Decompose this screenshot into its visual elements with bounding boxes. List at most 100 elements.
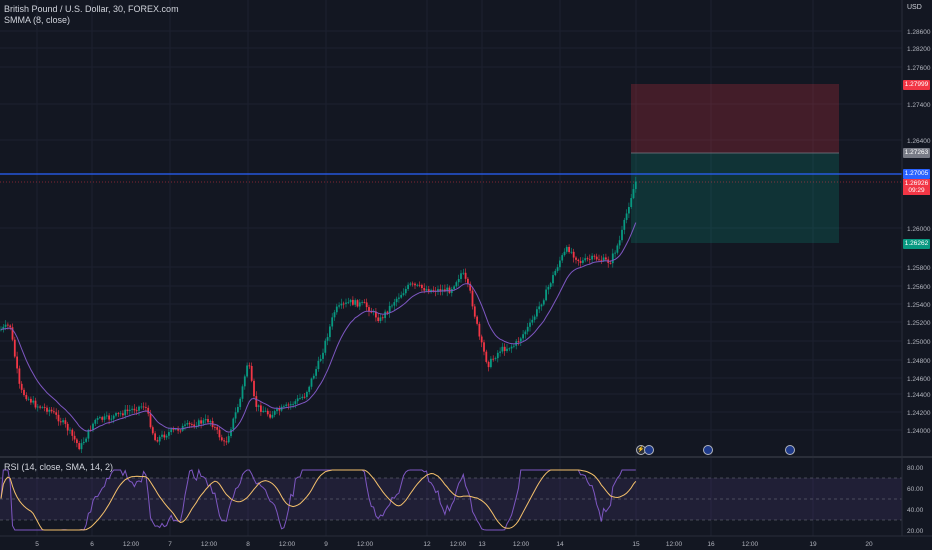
candle — [591, 253, 593, 263]
candle — [418, 281, 421, 288]
candle — [421, 283, 423, 292]
rsi-tick: 80.00 — [907, 465, 924, 472]
candle — [264, 407, 267, 413]
candle — [186, 419, 189, 427]
candle — [338, 302, 340, 309]
candle — [308, 385, 311, 395]
candle — [529, 318, 531, 332]
smma-legend[interactable]: SMMA (8, close) — [4, 15, 71, 25]
candle — [312, 373, 315, 380]
candle — [66, 421, 69, 436]
candle — [340, 298, 343, 309]
candle — [572, 248, 575, 263]
candle — [582, 257, 584, 265]
price-tick: 1.25400 — [907, 302, 931, 309]
candle — [462, 268, 465, 275]
candle — [517, 337, 520, 346]
candle — [30, 396, 32, 405]
candle — [138, 405, 140, 416]
candle — [363, 299, 366, 304]
price-tick: 1.28600 — [907, 29, 931, 36]
candle — [519, 336, 522, 347]
candle — [533, 314, 536, 323]
price-axis[interactable]: 1.28600 1.28200 1.27600 1.27400 1.26400 1.260… — [907, 29, 931, 435]
target-zone[interactable] — [631, 153, 839, 243]
candle — [483, 339, 485, 356]
candle — [163, 431, 166, 441]
candle — [575, 256, 577, 264]
price-tick: 1.25600 — [907, 284, 931, 291]
candle — [126, 405, 129, 415]
currency-label[interactable]: USD — [907, 4, 922, 11]
rsi-tick: 40.00 — [907, 507, 924, 514]
candle — [145, 402, 147, 412]
price-tick: 1.24800 — [907, 358, 931, 365]
candle — [630, 193, 633, 209]
candle — [200, 416, 202, 429]
candle — [82, 437, 85, 446]
candle — [94, 418, 97, 427]
rsi-axis[interactable]: 80.00 60.00 40.00 20.00 — [907, 465, 924, 535]
candle — [469, 281, 472, 294]
candle — [393, 298, 396, 310]
candle — [262, 406, 265, 413]
candle — [177, 426, 179, 434]
candle — [565, 245, 568, 254]
candle — [508, 347, 511, 352]
time-tick: 16 — [707, 541, 715, 548]
candle — [464, 268, 467, 283]
candle — [55, 408, 58, 420]
candle — [13, 336, 16, 359]
flag-us-icon[interactable] — [785, 445, 795, 455]
candle — [204, 414, 207, 424]
candle — [388, 301, 391, 318]
time-tick: 8 — [246, 541, 250, 548]
smma-line — [0, 222, 637, 433]
candle — [361, 300, 363, 306]
candle — [347, 297, 350, 304]
candle — [437, 285, 439, 296]
candle — [0, 326, 2, 332]
candle — [416, 283, 419, 287]
candle — [220, 434, 223, 442]
flag-uk-icon[interactable] — [703, 445, 713, 455]
symbol-title[interactable]: British Pound / U.S. Dollar, 30, FOREX.c… — [4, 4, 179, 14]
time-tick: 9 — [324, 541, 328, 548]
candle — [588, 254, 591, 265]
candle — [478, 321, 481, 340]
candle — [306, 390, 308, 400]
candle — [115, 411, 117, 418]
candle — [324, 338, 327, 356]
candle — [46, 405, 48, 415]
candle — [494, 356, 497, 361]
candle — [545, 285, 547, 302]
stop-zone[interactable] — [631, 84, 839, 153]
time-axis[interactable]: 5 6 12:00 7 12:00 8 12:00 9 12:00 12 12:00 13 12:00 1… — [35, 541, 873, 548]
candle — [471, 287, 474, 310]
time-tick: 12:00 — [742, 541, 759, 548]
candle — [161, 430, 163, 440]
candle — [531, 315, 534, 326]
candle — [605, 253, 607, 261]
candle — [618, 235, 621, 249]
candle — [552, 271, 554, 287]
price-tick: 1.24600 — [907, 376, 931, 383]
candle — [446, 284, 449, 297]
candle — [485, 349, 488, 364]
candle — [230, 426, 232, 439]
candle — [193, 419, 196, 429]
rsi-legend[interactable]: RSI (14, close, SMA, 14, 2) — [4, 462, 114, 472]
candle — [278, 405, 281, 416]
candle — [209, 419, 212, 427]
candle — [156, 437, 159, 443]
candle — [243, 374, 246, 390]
candle — [27, 396, 30, 401]
price-tick: 1.25800 — [907, 265, 931, 272]
line-price-label: 1.27005 — [903, 169, 930, 179]
candle — [285, 402, 288, 408]
candle — [448, 285, 451, 295]
candle — [71, 428, 74, 441]
flag-uk-icon[interactable] — [644, 445, 654, 455]
time-tick: 6 — [90, 541, 94, 548]
